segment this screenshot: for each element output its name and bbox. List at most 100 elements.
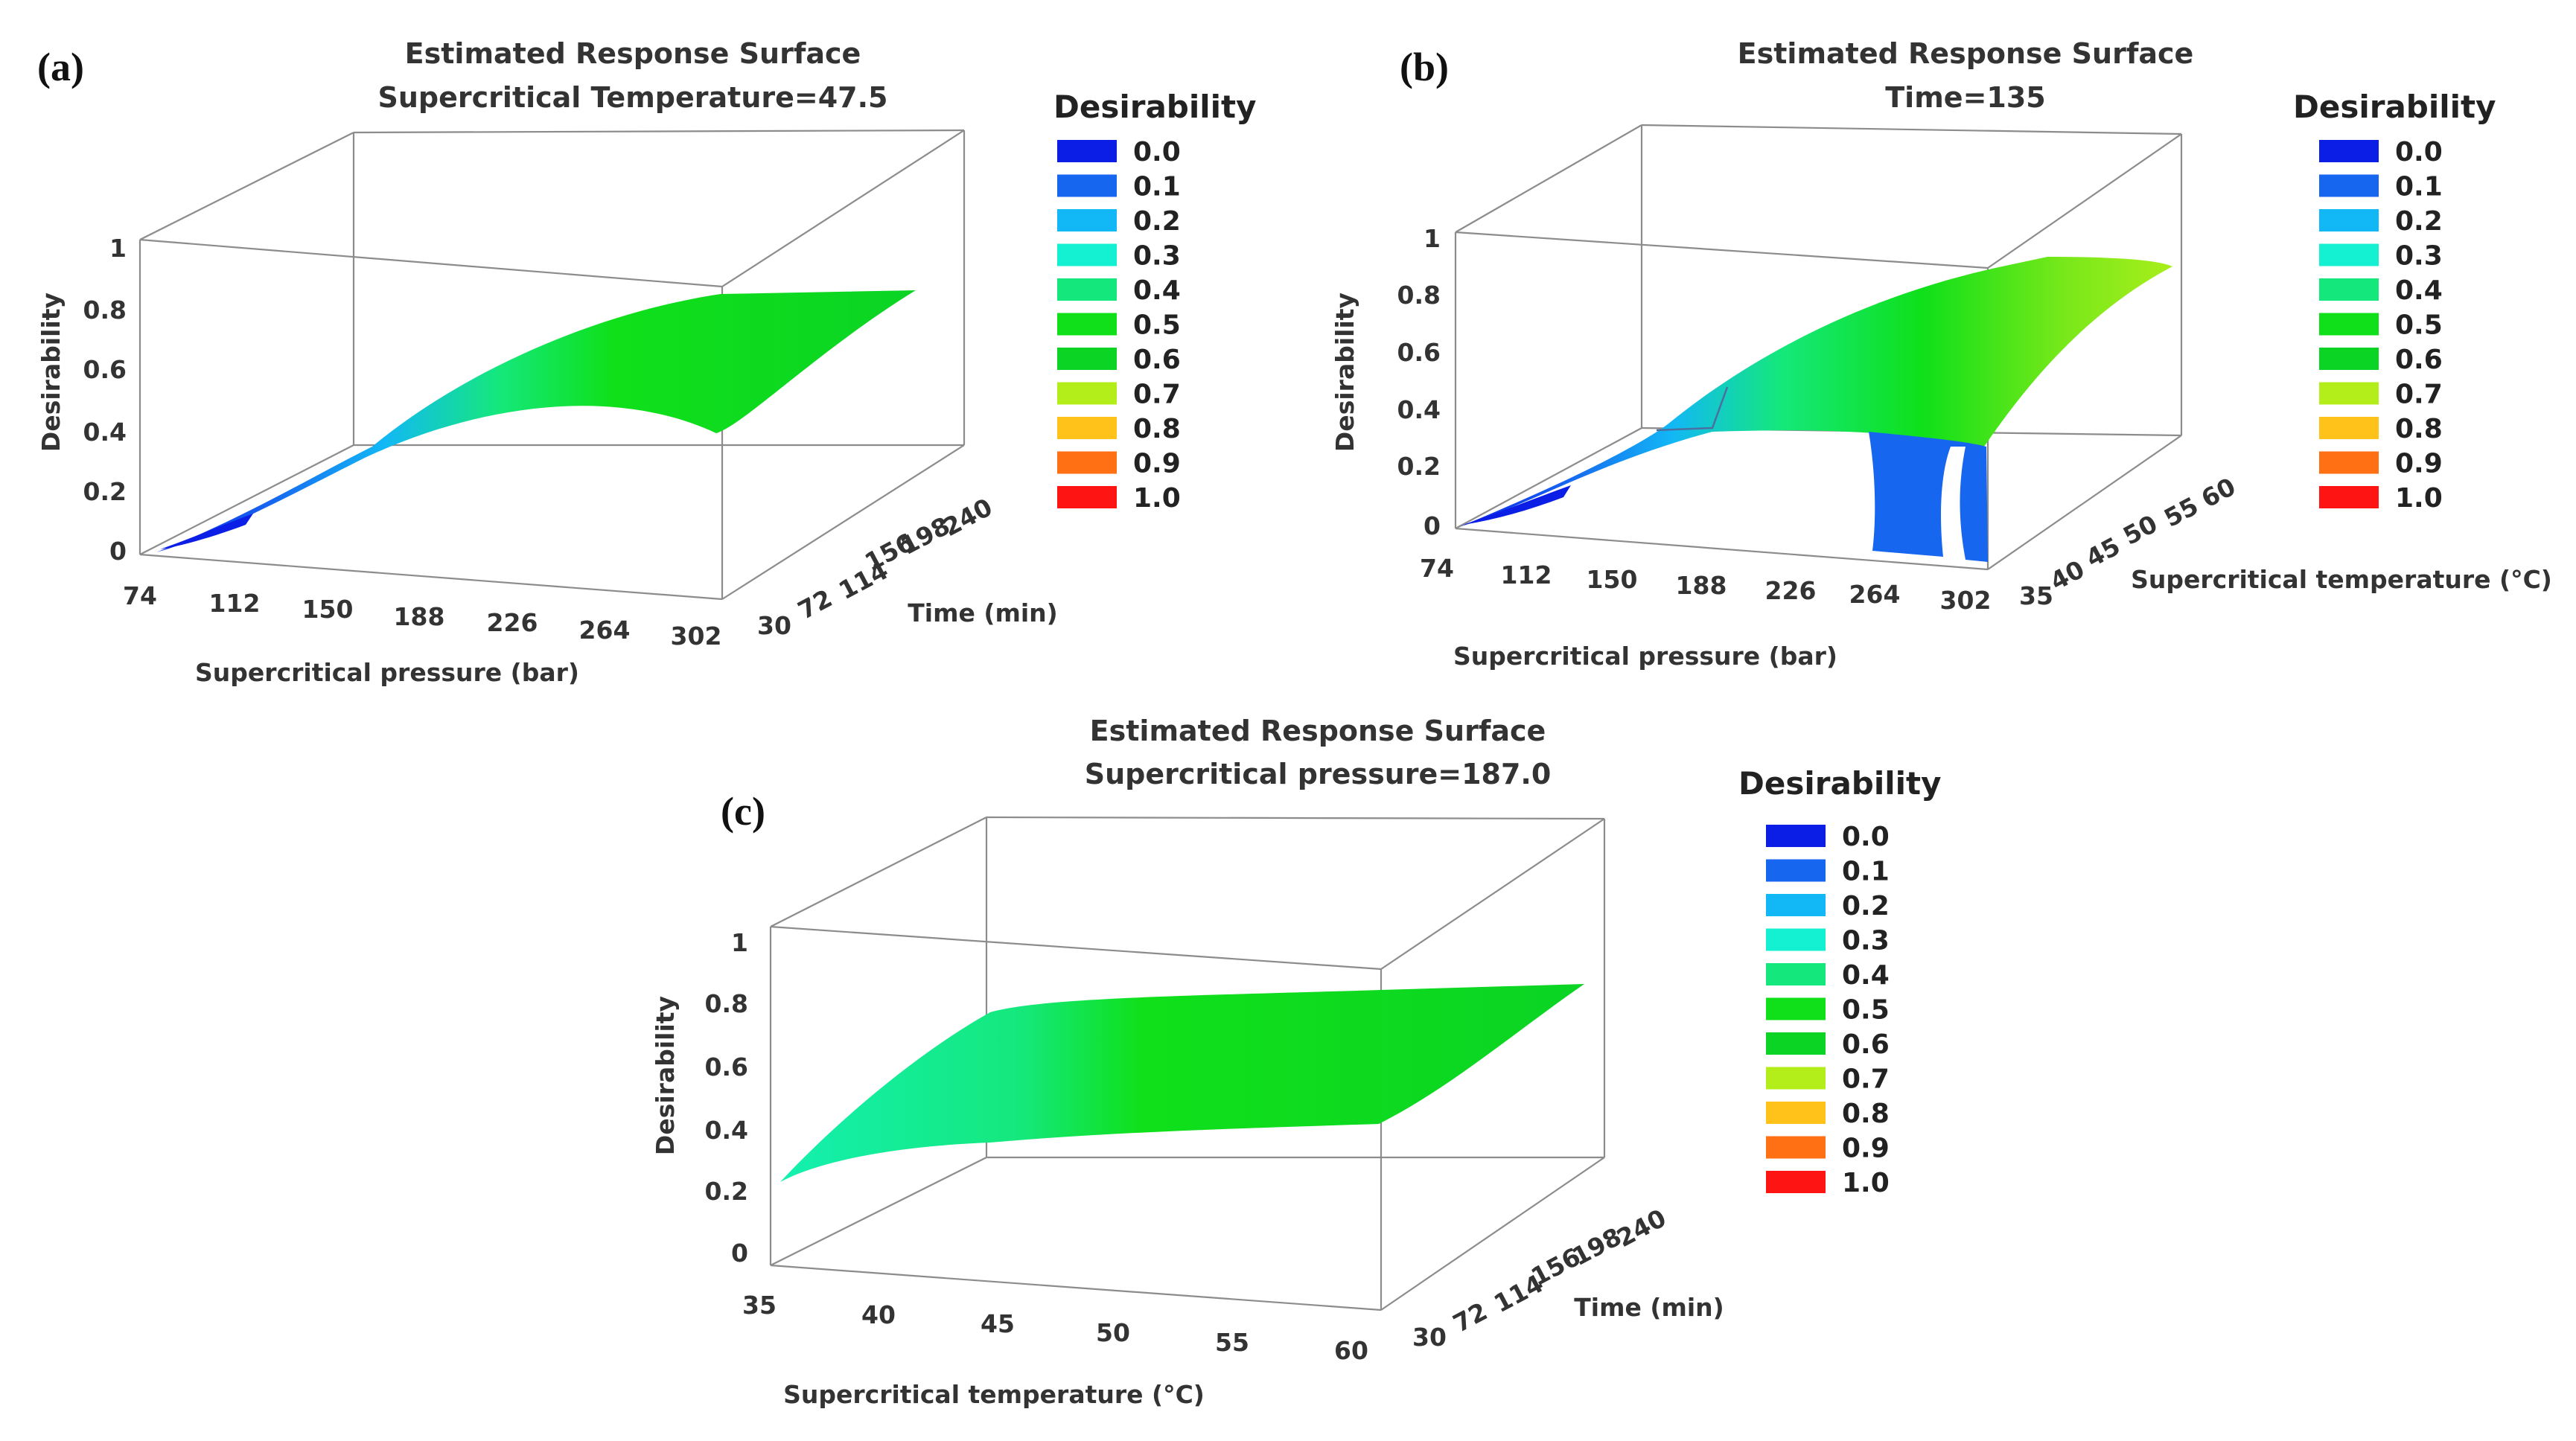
legend-swatch	[2319, 348, 2379, 370]
panel-c-title: Estimated Response Surface	[1090, 715, 1546, 747]
legend-swatch	[1766, 859, 1826, 882]
legend-swatch	[2319, 209, 2379, 231]
legend-label: 0.7	[1133, 380, 1181, 410]
y-tick: 50	[2118, 509, 2162, 551]
x-tick: 74	[1420, 554, 1454, 583]
x-tick: 112	[209, 589, 261, 618]
x-tick: 55	[1215, 1328, 1249, 1357]
legend-swatch	[1057, 243, 1117, 266]
y-tick: 60	[2196, 472, 2240, 514]
y-tick: 240	[1612, 1203, 1671, 1253]
legend-label: 0.6	[1133, 345, 1181, 375]
panel-c-subtitle: Supercritical pressure=187.0	[1085, 758, 1552, 790]
x-tick: 188	[394, 602, 445, 631]
legend-title: Desirability	[2293, 89, 2496, 125]
panel-a-box	[138, 129, 966, 601]
legend-label: 0.2	[1842, 891, 1890, 921]
z-tick: 0.6	[1397, 338, 1441, 367]
x-tick: 60	[1334, 1336, 1368, 1365]
legend-swatch	[1766, 963, 1826, 985]
y-tick: 30	[1412, 1323, 1447, 1352]
panel-c-z-label: Desirability	[651, 996, 680, 1155]
x-tick: 45	[981, 1309, 1015, 1338]
y-tick: 55	[2159, 491, 2203, 533]
panel-a-label: (a)	[37, 45, 84, 89]
z-tick: 0	[109, 537, 127, 566]
panel-c-surface	[780, 984, 1584, 1182]
z-tick: 0.2	[83, 477, 127, 506]
legend-swatch	[1057, 278, 1117, 301]
legend-label: 0.8	[1842, 1099, 1890, 1129]
panel-a-x-label: Supercritical pressure (bar)	[195, 658, 579, 687]
z-tick: 0.4	[83, 418, 127, 447]
panel-c-legend: Desirability 0.0 0.1 0.2 0.3 0.4 0.50.6 0.7 0.8…	[1738, 765, 1942, 1198]
panel-a-y-label: Time (min)	[908, 598, 1057, 627]
x-tick: 150	[302, 595, 354, 624]
z-tick: 0.8	[83, 295, 127, 325]
y-tick: 72	[1448, 1297, 1492, 1338]
z-tick: 0.6	[705, 1052, 748, 1081]
legend-label: 0.2	[2395, 206, 2443, 237]
legend-label: 0.4	[2395, 275, 2443, 306]
legend-label: 1.0	[1842, 1168, 1890, 1198]
legend-label: 0.5	[1133, 310, 1181, 341]
z-tick: 0.8	[1397, 281, 1441, 310]
legend-label: 0.0	[1133, 137, 1181, 167]
x-tick: 112	[1501, 560, 1552, 590]
legend-label: 0.4	[1842, 960, 1890, 991]
panel-b-surface-shadow	[1463, 485, 1571, 525]
panel-c-label: (c)	[721, 789, 765, 834]
legend-label: 0.6	[1842, 1029, 1890, 1060]
panel-b-surface	[1459, 257, 2172, 527]
panel-a-surface-shadow	[160, 514, 253, 549]
legend-swatch	[2319, 417, 2379, 439]
x-tick: 226	[1765, 576, 1817, 605]
legend-label: 0.9	[1842, 1134, 1890, 1164]
legend-label: 0.1	[1133, 172, 1181, 202]
legend-swatch	[1766, 825, 1826, 847]
panel-b-legend: Desirability 0.0 0.1 0.2 0.30.4 0.5 0.6 0.7 0.8…	[2293, 89, 2496, 514]
legend-swatch	[1766, 1102, 1826, 1124]
legend-swatch	[1766, 1136, 1826, 1159]
legend-swatch	[1766, 928, 1826, 951]
panel-b-surface-edge	[1656, 386, 1729, 432]
z-tick: 0.6	[83, 355, 127, 384]
x-tick: 35	[742, 1291, 777, 1320]
legend-swatch	[1057, 417, 1117, 439]
x-tick: 226	[487, 608, 538, 637]
legend-title: Desirability	[1738, 765, 1942, 802]
legend-swatch	[1057, 486, 1117, 508]
panel-c-y-label: Time (min)	[1574, 1293, 1724, 1322]
legend-swatch	[1766, 894, 1826, 916]
panel-b-x-ticks: 74 112 150 188 226 264 302	[1420, 554, 1991, 615]
legend-swatch	[1057, 174, 1117, 197]
legend-label: 0.6	[2395, 345, 2443, 375]
panel-c-x-label: Supercritical temperature (°C)	[783, 1380, 1205, 1409]
legend-swatch	[1766, 1032, 1826, 1055]
z-tick: 1	[731, 928, 748, 957]
panel-b-box	[1454, 124, 2183, 571]
z-tick: 0.2	[1397, 452, 1441, 481]
panel-a: (a) Estimated Response Surface Supercrit…	[36, 37, 1257, 687]
panel-a-subtitle: Supercritical Temperature=47.5	[378, 81, 888, 114]
legend-label: 0.9	[2395, 449, 2443, 479]
y-tick: 72	[793, 584, 837, 625]
legend-swatch	[1057, 382, 1117, 405]
legend-label: 0.3	[2395, 241, 2443, 272]
legend-swatch	[2319, 278, 2379, 301]
panel-a-legend: Desirability 0.0 0.1 0.2 0.30.4 0.5 0.6 0.7 0.8…	[1053, 89, 1257, 514]
z-tick: 0.4	[705, 1116, 748, 1145]
x-tick: 264	[1849, 580, 1901, 609]
legend-swatch	[1057, 313, 1117, 336]
panel-b-label: (b)	[1400, 45, 1449, 89]
x-tick: 264	[579, 616, 631, 645]
y-tick: 35	[2019, 581, 2053, 610]
legend-label: 0.0	[1842, 822, 1890, 852]
z-tick: 0.2	[705, 1177, 748, 1206]
legend-label: 0.9	[1133, 449, 1181, 479]
legend-label: 0.0	[2395, 137, 2443, 167]
x-tick: 188	[1676, 571, 1727, 600]
legend-label: 1.0	[1133, 483, 1181, 514]
x-tick: 74	[123, 581, 157, 610]
